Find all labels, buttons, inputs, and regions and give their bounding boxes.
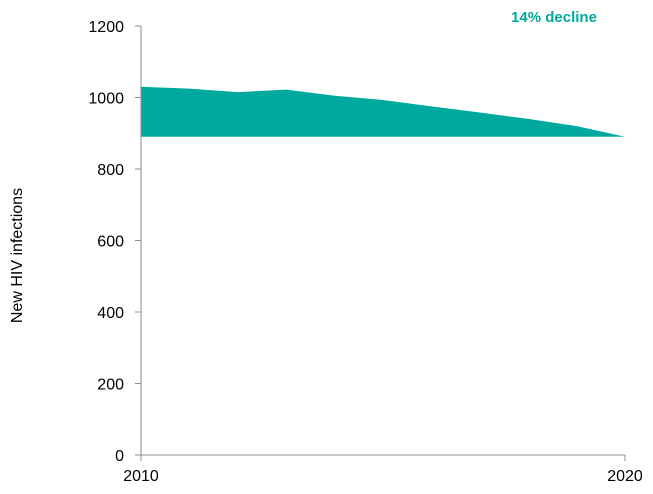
y-axis-title: New HIV infections: [9, 188, 26, 323]
y-tick-label: 800: [97, 162, 124, 179]
y-tick-label: 0: [115, 448, 124, 465]
area-series: [141, 86, 625, 137]
y-tick-label: 200: [97, 377, 124, 394]
x-tick-label: 2020: [607, 468, 643, 485]
y-tick-label: 600: [97, 234, 124, 251]
y-tick-label: 1200: [88, 19, 124, 36]
x-tick-label: 2010: [123, 468, 159, 485]
y-tick-label: 1000: [88, 91, 124, 108]
axis-layer: [140, 26, 625, 456]
y-tick-label: 400: [97, 305, 124, 322]
tick-layer: 0 200 400 600 800 1000 1200 2010 2020: [88, 19, 642, 485]
decline-annotation: 14% decline: [511, 9, 597, 26]
area-layer: [141, 86, 625, 137]
